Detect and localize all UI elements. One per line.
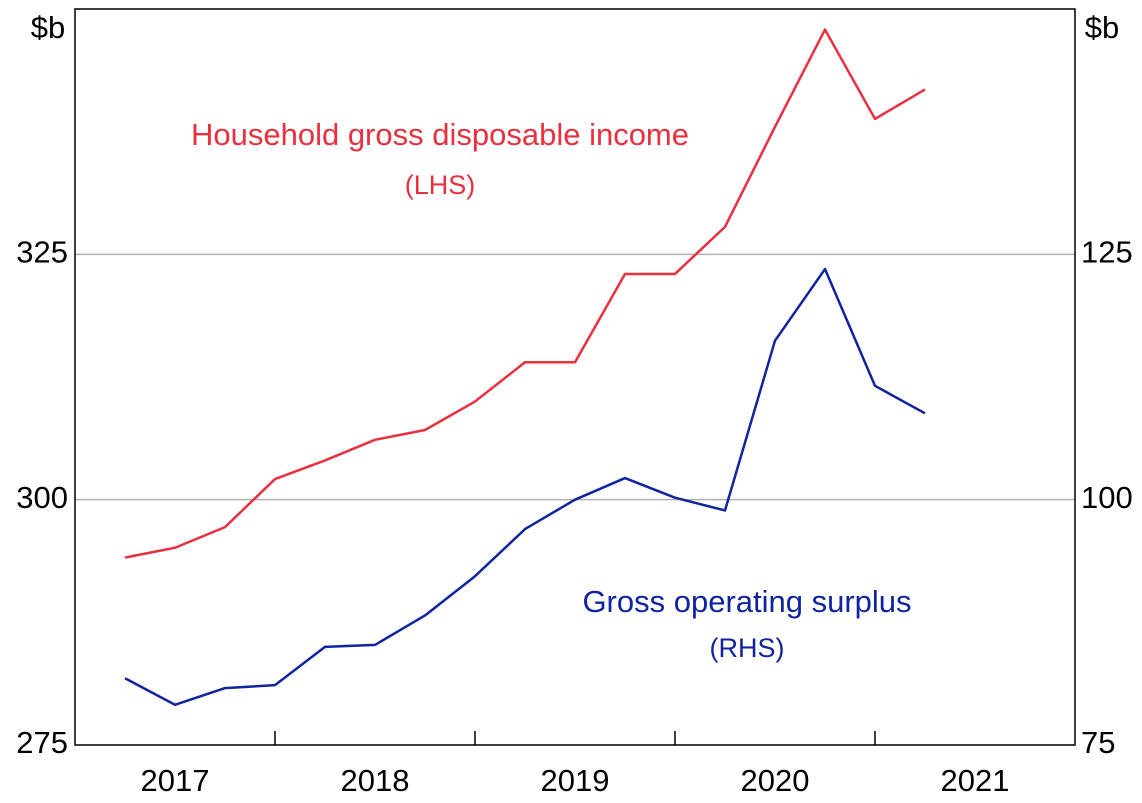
y2-tick-label: 75 (1081, 725, 1115, 760)
plot-frame (74, 8, 1076, 746)
series-line (124, 267, 926, 707)
x-tick-label: 2020 (741, 763, 810, 798)
series-axis-note: (LHS) (405, 170, 476, 200)
x-tick-label: 2021 (941, 763, 1010, 798)
x-tick-label: 2018 (341, 763, 410, 798)
series-line (124, 28, 926, 559)
y-tick-label: 275 (16, 725, 68, 760)
x-tick-label: 2017 (141, 763, 210, 798)
x-tick-label: 2019 (541, 763, 610, 798)
y2-tick-label: 100 (1081, 480, 1133, 515)
y2-unit-label: $b (1085, 10, 1119, 45)
y-tick-label: 300 (16, 480, 68, 515)
y-tick-label: 325 (16, 235, 68, 270)
y-unit-label: $b (31, 10, 65, 45)
series-label: Gross operating surplus (582, 584, 911, 619)
y2-tick-label: 125 (1081, 235, 1133, 270)
series-label: Household gross disposable income (191, 117, 689, 152)
series-axis-note: (RHS) (710, 633, 785, 663)
